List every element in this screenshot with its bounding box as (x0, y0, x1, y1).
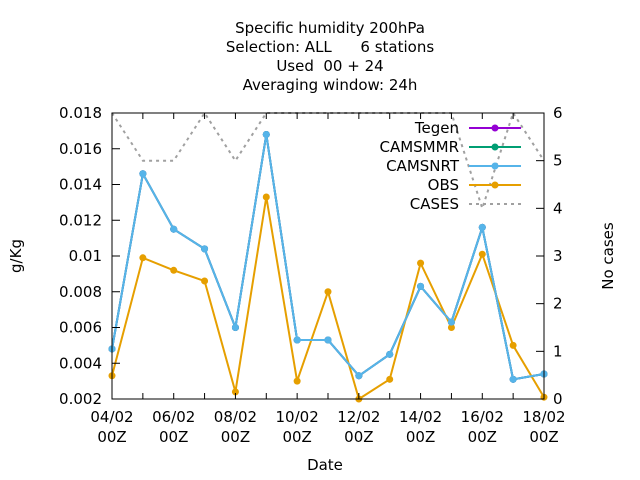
x-tick-label: 14/02 (399, 408, 442, 426)
x-axis-label: Date (307, 456, 343, 474)
data-point (478, 223, 486, 231)
y-tick-label: 0.004 (59, 354, 102, 372)
y2-tick-label: 3 (553, 247, 563, 265)
data-point (231, 324, 239, 331)
data-point (386, 375, 394, 383)
legend-label: CASES (410, 195, 459, 213)
y-tick-label: 0.01 (69, 247, 102, 265)
x-tick-label: 06/02 (152, 408, 195, 426)
data-point (324, 336, 332, 344)
data-point (417, 282, 425, 290)
title-line-2: Selection: ALL 6 stations (226, 38, 434, 56)
series-layer (108, 110, 548, 403)
data-point (509, 341, 517, 349)
y2-tick-label: 2 (553, 295, 563, 313)
data-point (478, 250, 486, 258)
y2-tick-label: 0 (553, 390, 563, 408)
y2-tick-label: 1 (553, 342, 563, 360)
data-point (139, 254, 147, 262)
data-point (201, 277, 209, 285)
y-axis-label: g/Kg (7, 239, 25, 273)
y-tick-label: 0.002 (59, 390, 102, 408)
x-tick-label: 12/02 (337, 408, 380, 426)
legend-marker (491, 124, 499, 132)
title-line-3: Used 00 + 24 (276, 57, 383, 75)
x-tick-label-hour: 00Z (282, 428, 311, 446)
data-point (509, 375, 517, 383)
y-tick-label: 0.018 (59, 104, 102, 122)
y-tick-label: 0.008 (59, 283, 102, 301)
x-tick-label: 16/02 (461, 408, 504, 426)
y-tick-label: 0.014 (59, 176, 102, 194)
legend-marker (491, 143, 499, 151)
x-tick-label-hour: 00Z (468, 428, 497, 446)
data-point (139, 170, 147, 178)
x-tick-label-hour: 00Z (406, 428, 435, 446)
ticks: 0.002 0.004 0.006 0.008 0.01 0.012 0.014 0.016 0… (59, 104, 566, 446)
series-cases (111, 110, 545, 212)
x-tick-label-hour: 00Z (97, 428, 126, 446)
x-tick-label: 08/02 (214, 408, 257, 426)
y2-tick-label: 5 (553, 152, 563, 170)
legend-entry: OBS (428, 176, 521, 194)
x-tick-label: 10/02 (276, 408, 319, 426)
series-camsnrt (108, 130, 548, 383)
data-point (417, 259, 425, 267)
legend-entry: CAMSMMR (379, 138, 521, 156)
chart-title: Specific humidity 200hPa Selection: ALL … (226, 19, 434, 94)
x-tick-label-hour: 00Z (159, 428, 188, 446)
legend-marker (491, 162, 499, 170)
legend-label: CAMSMMR (379, 138, 459, 156)
data-point (262, 193, 270, 201)
data-point (201, 245, 209, 253)
y2-tick-label: 4 (553, 199, 563, 217)
x-tick-label-hour: 00Z (529, 428, 558, 446)
legend-entry: CAMSNRT (386, 157, 521, 175)
x-tick-label: 18/02 (522, 408, 565, 426)
x-tick-label-hour: 00Z (221, 428, 250, 446)
legend-entry: CASES (410, 195, 521, 213)
data-point (231, 388, 239, 396)
data-point (170, 266, 178, 274)
data-point (293, 377, 301, 385)
legend-marker (491, 181, 499, 189)
y-tick-label: 0.012 (59, 211, 102, 229)
data-point (447, 324, 455, 331)
y2-axis-label: No cases (599, 222, 617, 290)
x-tick-label: 04/02 (90, 408, 133, 426)
data-point (324, 288, 332, 296)
y-tick-label: 0.016 (59, 140, 102, 158)
y2-tick-label: 6 (553, 104, 563, 122)
data-point (170, 225, 178, 233)
data-point (355, 372, 363, 380)
title-line-1: Specific humidity 200hPa (235, 19, 425, 37)
x-tick-label-hour: 00Z (344, 428, 373, 446)
title-line-4: Averaging window: 24h (243, 76, 418, 94)
legend-label: Tegen (414, 119, 459, 137)
legend-entry: Tegen (414, 119, 521, 137)
data-point (447, 318, 455, 326)
legend-label: CAMSNRT (386, 157, 460, 175)
y-tick-label: 0.006 (59, 319, 102, 337)
series-line (111, 110, 545, 212)
data-point (262, 130, 270, 138)
legend-label: OBS (428, 176, 459, 194)
data-point (386, 350, 394, 358)
data-point (293, 336, 301, 344)
